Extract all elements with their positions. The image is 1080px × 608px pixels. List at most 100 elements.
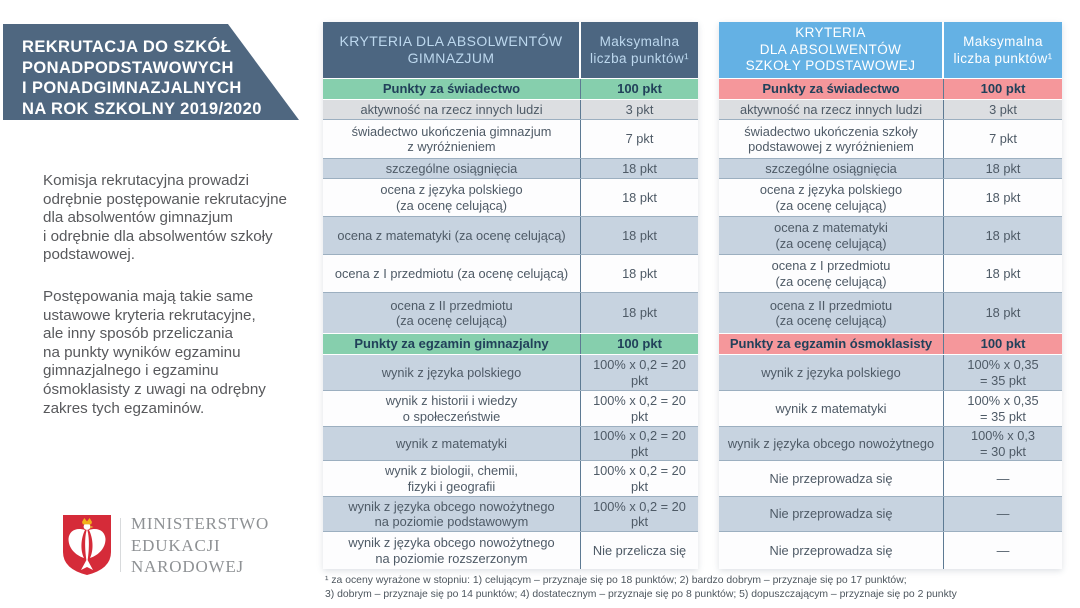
- row-value: —: [996, 506, 1010, 522]
- table-row: ocena z matematyki (za ocenę celującą) 18…: [323, 216, 698, 254]
- table-row: ocena z I przedmiotu (za ocenę celującą)…: [323, 254, 698, 292]
- row-label: wynik z języka obcego nowożytnego na poz…: [323, 497, 581, 531]
- gimnazjum-criteria-table: KRYTERIA DLA ABSOLWENTÓW GIMNAZJUM Maksy…: [323, 22, 698, 569]
- row-value: 3 pkt: [989, 101, 1017, 117]
- szkola-podstawowa-criteria-table: KRYTERIA DLA ABSOLWENTÓW SZKOŁY PODSTAWO…: [719, 22, 1062, 569]
- row-value: 100% x 0,35 = 35 pkt: [967, 393, 1039, 424]
- table-row: ocena z II przedmiotu (za ocenę celującą…: [719, 292, 1062, 333]
- table-row: Punkty za egzamin gimnazjalny 100 pkt: [323, 333, 698, 354]
- table-row: szczególne osiągnięcia 18 pkt: [323, 158, 698, 178]
- row-label: Punkty za świadectwo: [719, 79, 944, 99]
- row-label: szczególne osiągnięcia: [323, 159, 581, 178]
- row-value: —: [996, 470, 1010, 486]
- ministry-name: MINISTERSTWO EDUKACJI NARODOWEJ: [131, 514, 270, 576]
- criteria-column-header: KRYTERIA DLA ABSOLWENTÓW SZKOŁY PODSTAWO…: [719, 22, 944, 78]
- row-value: 100 pkt: [617, 81, 662, 97]
- row-label: Punkty za świadectwo: [323, 79, 581, 99]
- row-label: ocena z matematyki (za ocenę celującą): [323, 217, 581, 254]
- row-label: aktywność na rzecz innych ludzi: [719, 100, 944, 119]
- table-row: wynik z biologii, chemii, fizyki i geogr…: [323, 460, 698, 496]
- row-value: 18 pkt: [985, 265, 1021, 281]
- row-label: Nie przeprowadza się: [719, 532, 944, 569]
- row-value: 100 pkt: [980, 336, 1026, 352]
- row-label: ocena z języka polskiego (za ocenę celuj…: [719, 179, 944, 216]
- intro-paragraph-1: Komisja rekrutacyjna prowadzi odrębnie p…: [43, 172, 288, 264]
- row-value: 18 pkt: [622, 265, 657, 281]
- table-row: Nie przeprowadza się —: [719, 496, 1062, 531]
- row-value: 100% x 0,2 = 20 pkt: [593, 357, 686, 388]
- points-column-header: Maksymalna liczba punktów¹: [589, 34, 690, 66]
- row-value: 3 pkt: [625, 101, 654, 117]
- row-label: świadectwo ukończenia gimnazjum z wyróżn…: [323, 120, 581, 158]
- row-value: 100 pkt: [980, 81, 1026, 97]
- table-row: wynik z historii i wiedzy o społeczeństw…: [323, 390, 698, 426]
- table-row: Nie przeprowadza się —: [719, 531, 1062, 569]
- table-row: Nie przeprowadza się —: [719, 460, 1062, 496]
- page-title: REKRUTACJA DO SZKÓŁ PONADPODSTAWOWYCH I …: [22, 38, 262, 118]
- row-value: 100% x 0,2 = 20 pkt: [593, 393, 686, 424]
- table-row: Punkty za egzamin ósmoklasisty 100 pkt: [719, 333, 1062, 354]
- row-value: 7 pkt: [625, 131, 654, 147]
- table-row: wynik z języka obcego nowożytnego na poz…: [323, 496, 698, 531]
- row-label: wynik z języka polskiego: [719, 355, 944, 390]
- row-value: 18 pkt: [985, 227, 1021, 243]
- row-value: 100% x 0,35 = 35 pkt: [967, 357, 1039, 388]
- logo-divider: [120, 518, 121, 573]
- points-column-header: Maksymalna liczba punktów¹: [953, 34, 1053, 66]
- row-value: 18 pkt: [622, 305, 657, 321]
- row-value: 18 pkt: [622, 160, 657, 176]
- table-row: wynik z matematyki 100% x 0,35 = 35 pkt: [719, 390, 1062, 426]
- polish-eagle-emblem-icon: [63, 515, 111, 576]
- criteria-column-header: KRYTERIA DLA ABSOLWENTÓW GIMNAZJUM: [323, 22, 581, 78]
- table-header: KRYTERIA DLA ABSOLWENTÓW SZKOŁY PODSTAWO…: [719, 22, 1062, 78]
- row-value: 100% x 0,2 = 20 pkt: [593, 463, 686, 494]
- table-row: świadectwo ukończenia szkoły podstawowej…: [719, 119, 1062, 158]
- table-row: Punkty za świadectwo 100 pkt: [323, 78, 698, 99]
- table-row: ocena z języka polskiego (za ocenę celuj…: [719, 178, 1062, 216]
- row-value: 18 pkt: [622, 227, 657, 243]
- row-label: wynik z języka polskiego: [323, 355, 581, 390]
- row-value: —: [996, 542, 1010, 558]
- row-value: 100% x 0,2 = 20 pkt: [593, 428, 686, 459]
- table-row: wynik z języka polskiego 100% x 0,35 = 35…: [719, 354, 1062, 390]
- ministry-logo: MINISTERSTWO EDUKACJI NARODOWEJ: [62, 513, 269, 578]
- row-label: ocena z języka polskiego (za ocenę celuj…: [323, 179, 581, 216]
- row-value: 18 pkt: [622, 189, 657, 205]
- table-header: KRYTERIA DLA ABSOLWENTÓW GIMNAZJUM Maksy…: [323, 22, 698, 78]
- row-label: ocena z II przedmiotu (za ocenę celującą…: [719, 293, 944, 333]
- title-banner: REKRUTACJA DO SZKÓŁ PONADPODSTAWOWYCH I …: [3, 24, 299, 120]
- row-value: 18 pkt: [985, 160, 1021, 176]
- table-row: aktywność na rzecz innych ludzi 3 pkt: [323, 99, 698, 119]
- row-value: 18 pkt: [985, 189, 1021, 205]
- row-label: aktywność na rzecz innych ludzi: [323, 100, 581, 119]
- row-label: wynik z języka obcego nowożytnego: [719, 427, 944, 460]
- footnote: ¹ za oceny wyrażone w stopniu: 1) celują…: [325, 575, 957, 600]
- intro-paragraph-2: Postępowania mają takie same ustawowe kr…: [43, 287, 266, 417]
- row-label: ocena z I przedmiotu (za ocenę celującą): [719, 255, 944, 292]
- row-label: szczególne osiągnięcia: [719, 159, 944, 178]
- table-row: Punkty za świadectwo 100 pkt: [719, 78, 1062, 99]
- table-row: wynik z matematyki 100% x 0,2 = 20 pkt: [323, 426, 698, 460]
- table-row: ocena z II przedmiotu (za ocenę celującą…: [323, 292, 698, 333]
- row-label: ocena z I przedmiotu (za ocenę celującą): [323, 255, 581, 292]
- row-label: ocena z II przedmiotu (za ocenę celującą…: [323, 293, 581, 333]
- table-row: wynik z języka obcego nowożytnego 100% x …: [719, 426, 1062, 460]
- table-body: Punkty za świadectwo 100 pkt aktywność na …: [323, 78, 698, 569]
- table-row: świadectwo ukończenia gimnazjum z wyróżn…: [323, 119, 698, 158]
- row-value: 100 pkt: [617, 336, 662, 352]
- row-value: Nie przelicza się: [592, 542, 687, 558]
- table-row: wynik z języka polskiego 100% x 0,2 = 20 …: [323, 354, 698, 390]
- row-label: Nie przeprowadza się: [719, 461, 944, 496]
- table-body: Punkty za świadectwo 100 pkt aktywność na …: [719, 78, 1062, 569]
- row-value: 7 pkt: [989, 131, 1017, 147]
- row-label: Punkty za egzamin ósmoklasisty: [719, 334, 944, 354]
- row-value: 100% x 0,2 = 20 pkt: [593, 498, 686, 530]
- row-label: wynik z biologii, chemii, fizyki i geogr…: [323, 461, 581, 496]
- table-row: wynik z języka obcego nowożytnego na poz…: [323, 531, 698, 569]
- row-label: wynik z historii i wiedzy o społeczeństw…: [323, 391, 581, 426]
- row-label: wynik z matematyki: [719, 391, 944, 426]
- table-row: szczególne osiągnięcia 18 pkt: [719, 158, 1062, 178]
- row-value: 18 pkt: [985, 305, 1021, 321]
- table-row: ocena z matematyki (za ocenę celującą) 18…: [719, 216, 1062, 254]
